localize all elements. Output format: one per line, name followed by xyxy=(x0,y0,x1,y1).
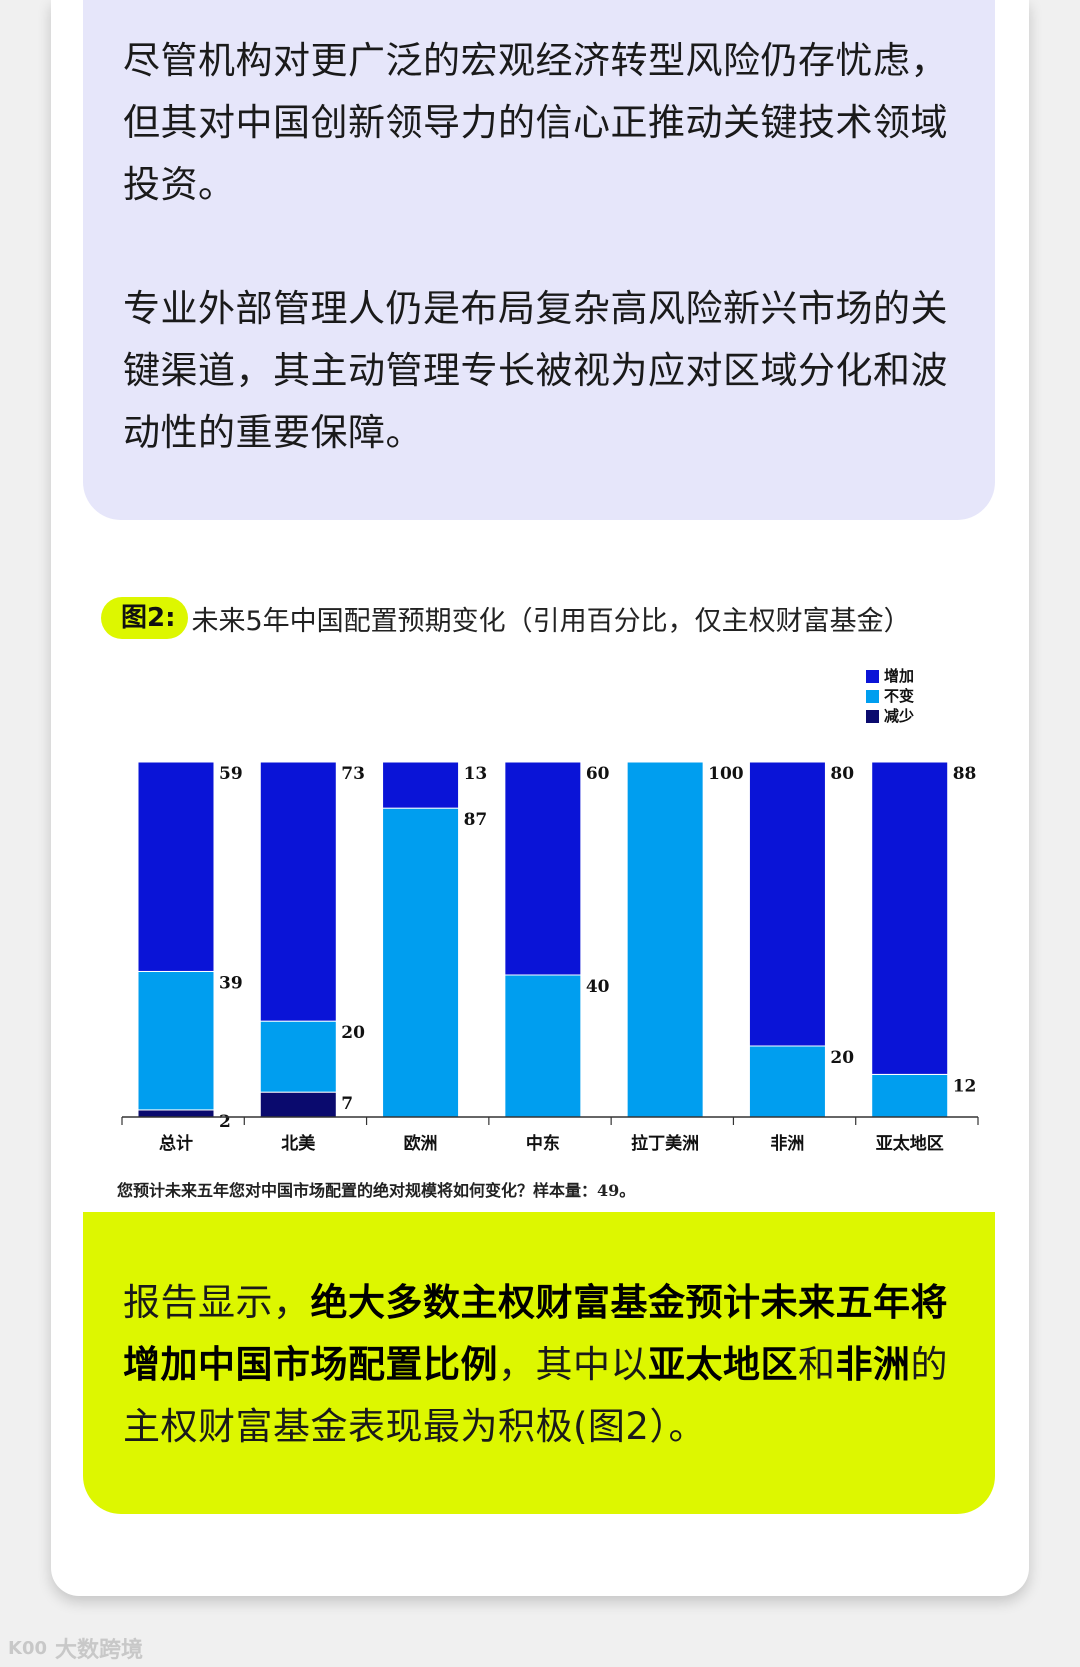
data-label: 59 xyxy=(219,764,243,784)
data-label: 20 xyxy=(830,1048,854,1068)
bar-segment xyxy=(626,761,704,1118)
bar-segment xyxy=(748,1045,826,1118)
watermark-text: 大数跨境 xyxy=(55,1638,144,1663)
highlight-bold-1: 绝大多数主权财富基金预计未来五年将增加中国市场配置比例 xyxy=(123,1281,948,1386)
category-label: 非洲 xyxy=(770,1133,804,1154)
summary-paragraph-1: 尽管机构对更广泛的宏观经济转型风险仍存忧虑，但其对中国创新领导力的信心正推动关键… xyxy=(123,39,948,206)
stacked-bar-chart: 2 39 59 总计 7 20 73 北美 87 13 欧洲 40 60 中东 100 拉丁美洲 20 80 非洲 1… xyxy=(121,667,979,1154)
category-label: 总计 xyxy=(159,1133,193,1154)
bar-segment xyxy=(871,1073,949,1118)
data-label: 40 xyxy=(586,977,610,997)
legend-swatch xyxy=(866,690,879,703)
category-label: 拉丁美洲 xyxy=(631,1133,699,1154)
data-label: 2 xyxy=(219,1112,231,1132)
bar-segment xyxy=(382,761,460,809)
data-label: 87 xyxy=(464,810,488,830)
summary-paragraph-2: 专业外部管理人仍是布局复杂高风险新兴市场的关键渠道，其主动管理专长被视为应对区域… xyxy=(123,287,948,454)
chart-note: 您预计未来五年您对中国市场配置的绝对规模将如何变化？样本量：49。 xyxy=(117,1181,636,1200)
data-label: 7 xyxy=(341,1094,353,1114)
category-label: 北美 xyxy=(281,1133,316,1154)
watermark-logo-icon: K00 xyxy=(8,1637,47,1659)
bar-segment xyxy=(871,761,949,1075)
bar-segment xyxy=(259,761,337,1022)
category-label: 欧洲 xyxy=(404,1133,438,1154)
category-label: 中东 xyxy=(526,1133,560,1154)
bar-segment xyxy=(259,1020,337,1093)
data-label: 20 xyxy=(341,1023,365,1043)
data-label: 39 xyxy=(219,973,243,993)
legend-swatch xyxy=(866,670,879,683)
legend-swatch xyxy=(866,710,879,723)
highlight-text-3: 和 xyxy=(798,1343,836,1386)
highlight-text-2: ，其中以 xyxy=(498,1343,648,1386)
bar-segment xyxy=(137,761,215,972)
category-label: 亚太地区 xyxy=(876,1133,944,1154)
figure-caption: 未来5年中国配置预期变化（引用百分比，仅主权财富基金） xyxy=(191,605,911,637)
highlight-bold-3: 非洲 xyxy=(835,1343,911,1386)
data-label: 12 xyxy=(953,1076,977,1096)
legend-label: 增加 xyxy=(884,667,914,685)
watermark: K00 大数跨境 xyxy=(8,1632,143,1664)
data-label: 88 xyxy=(953,764,977,784)
legend-label: 减少 xyxy=(884,707,914,725)
figure-title: 图2: 未来5年中国配置预期变化（引用百分比，仅主权财富基金） xyxy=(101,597,911,639)
bar-segment xyxy=(259,1091,337,1118)
highlight-text-1: 报告显示， xyxy=(123,1281,311,1324)
data-label: 80 xyxy=(830,764,854,784)
bar-segment xyxy=(137,970,215,1111)
data-label: 60 xyxy=(586,764,610,784)
highlight-bold-2: 亚太地区 xyxy=(648,1343,798,1386)
data-label: 73 xyxy=(341,764,365,784)
bar-segment xyxy=(137,1109,215,1118)
bar-segment xyxy=(382,807,460,1118)
bar-segment xyxy=(504,761,582,976)
legend-label: 不变 xyxy=(884,687,914,705)
summary-panel: 尽管机构对更广泛的宏观经济转型风险仍存忧虑，但其对中国创新领导力的信心正推动关键… xyxy=(83,0,995,520)
bar-segment xyxy=(748,761,826,1047)
highlight-text-4: 的主权财富基金表现最为积极(图2）。 xyxy=(123,1343,948,1448)
highlight-panel: 报告显示，绝大多数主权财富基金预计未来五年将增加中国市场配置比例，其中以亚太地区… xyxy=(83,1212,995,1514)
data-label: 100 xyxy=(708,764,744,784)
figure-badge: 图2: xyxy=(101,597,188,639)
data-label: 13 xyxy=(464,764,488,784)
bar-segment xyxy=(504,974,582,1118)
highlight-paragraph: 报告显示，绝大多数主权财富基金预计未来五年将增加中国市场配置比例，其中以亚太地区… xyxy=(123,1272,965,1458)
